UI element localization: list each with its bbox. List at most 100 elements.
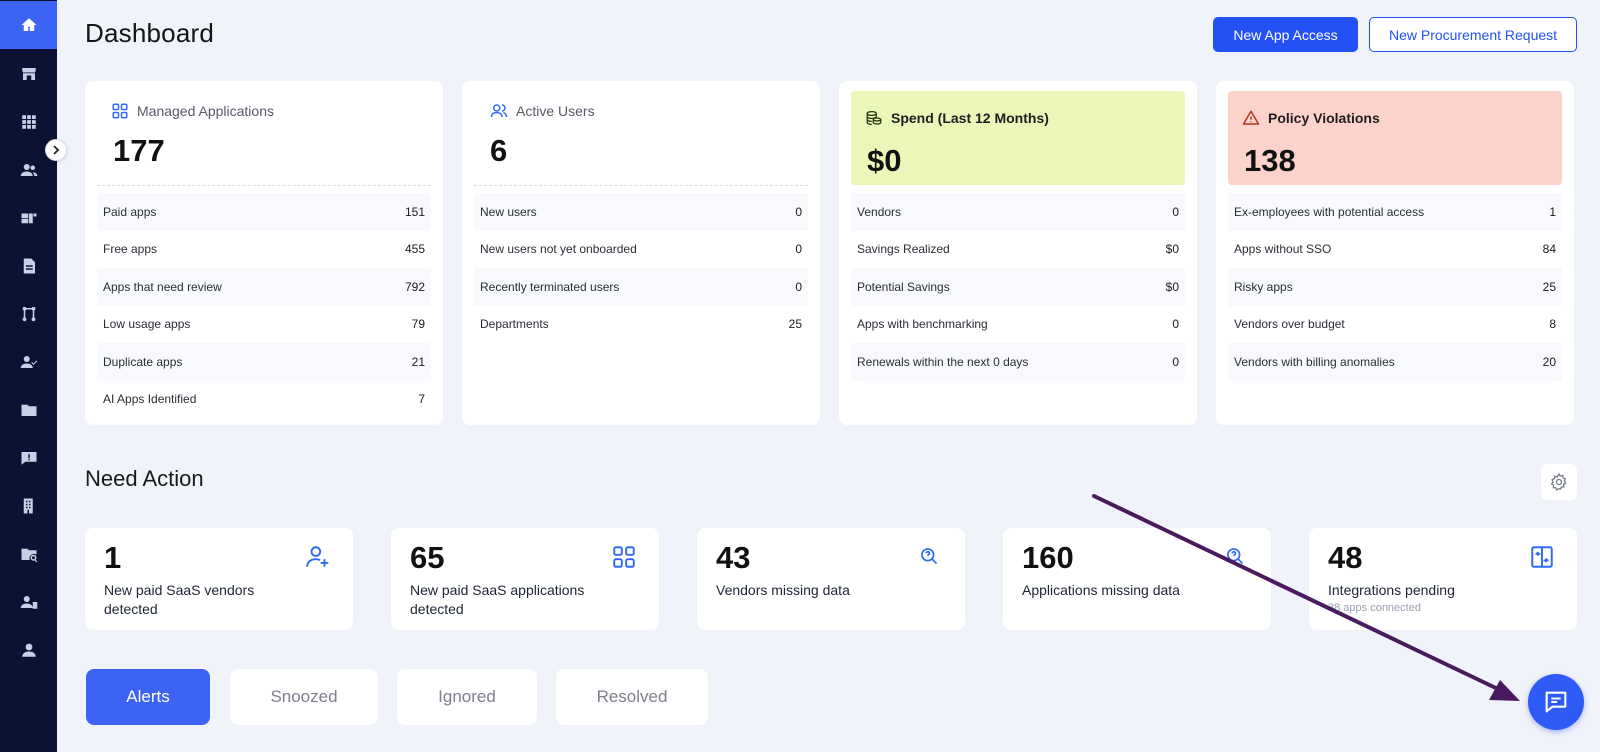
stat-row[interactable]: Ex-employees with potential access 1: [1228, 193, 1562, 231]
stat-row[interactable]: Recently terminated users 0: [474, 268, 808, 306]
stat-row[interactable]: Vendors over budget 8: [1228, 306, 1562, 344]
chat-button[interactable]: [1528, 674, 1584, 730]
row-label: Vendors over budget: [1234, 317, 1345, 332]
new-procurement-request-button[interactable]: New Procurement Request: [1369, 17, 1577, 52]
stat-row[interactable]: Savings Realized $0: [851, 231, 1185, 269]
row-value: 455: [404, 242, 425, 257]
row-value: $0: [1165, 279, 1179, 294]
managed-applications-card[interactable]: Managed Applications 177 Paid apps 151 Fr…: [85, 81, 443, 425]
active-users-card[interactable]: Active Users 6 New users 0 New users not …: [462, 81, 820, 425]
nav-folder-search[interactable]: [0, 530, 57, 578]
need-action-settings-button[interactable]: [1541, 464, 1577, 500]
nav-documents[interactable]: [0, 242, 57, 290]
action-card-new-applications[interactable]: 65 New paid SaaS applications detected: [391, 528, 659, 630]
nav-user-card[interactable]: [0, 578, 57, 626]
nav-home[interactable]: [0, 1, 57, 49]
widgets-icon: [21, 213, 36, 224]
tab-resolved[interactable]: Resolved: [556, 669, 708, 725]
stat-row[interactable]: Free apps 455: [97, 231, 431, 269]
row-label: Risky apps: [1234, 279, 1293, 294]
nav-feedback[interactable]: [0, 434, 57, 482]
nav-folders[interactable]: [0, 386, 57, 434]
row-label: AI Apps Identified: [103, 392, 197, 407]
card-title: Active Users: [490, 102, 595, 120]
nav-apps[interactable]: [0, 98, 57, 146]
row-value: 0: [795, 279, 802, 294]
action-label: New paid SaaS applications detected: [410, 582, 585, 617]
action-value: 1: [104, 540, 122, 575]
card-value: 177: [113, 133, 165, 168]
row-value: 20: [1542, 354, 1556, 369]
tab-alerts[interactable]: Alerts: [86, 669, 210, 725]
building-icon: [23, 498, 33, 514]
document-icon: [23, 258, 35, 274]
user-check-icon: [20, 356, 37, 368]
action-card-integrations-pending[interactable]: 48 Integrations pending 38 apps connecte…: [1309, 528, 1577, 630]
policy-violations-card[interactable]: Policy Violations 138 Ex-employees with …: [1216, 81, 1574, 425]
stat-row[interactable]: Departments 25: [474, 306, 808, 344]
spend-card[interactable]: Spend (Last 12 Months) $0 Vendors 0 Savin…: [839, 81, 1197, 425]
card-title: Spend (Last 12 Months): [865, 109, 1049, 127]
nav-store[interactable]: [0, 50, 57, 98]
stat-row[interactable]: AI Apps Identified 7: [97, 381, 431, 419]
chat-icon: [1545, 691, 1567, 713]
store-icon: [21, 68, 36, 80]
stat-row[interactable]: Potential Savings $0: [851, 268, 1185, 306]
tab-snoozed[interactable]: Snoozed: [230, 669, 378, 725]
action-value: 160: [1022, 540, 1074, 575]
stat-row[interactable]: Renewals within the next 0 days 0: [851, 343, 1185, 381]
card-title: Policy Violations: [1242, 109, 1380, 127]
row-label: Low usage apps: [103, 317, 191, 332]
stat-row[interactable]: Apps with benchmarking 0: [851, 306, 1185, 344]
card-highlight: Spend (Last 12 Months) $0: [851, 91, 1185, 185]
nav-account[interactable]: [0, 626, 57, 674]
chevron-right-icon: [53, 145, 60, 155]
tab-ignored[interactable]: Ignored: [397, 669, 537, 725]
row-value: 8: [1549, 317, 1556, 332]
stat-row[interactable]: Paid apps 151: [97, 193, 431, 231]
action-label: Integrations pending: [1328, 582, 1455, 598]
row-label: Duplicate apps: [103, 354, 183, 369]
coins-icon: [866, 110, 882, 126]
row-value: 25: [1542, 279, 1556, 294]
stat-row[interactable]: Duplicate apps 21: [97, 343, 431, 381]
integration-icon: [1531, 546, 1553, 568]
need-action-title: Need Action: [85, 466, 204, 491]
action-card-vendors-missing-data[interactable]: 43 Vendors missing data: [697, 528, 965, 630]
row-value: 0: [795, 242, 802, 257]
card-title-label: Active Users: [516, 103, 595, 119]
stat-rows: Ex-employees with potential access 1 Apps…: [1228, 193, 1562, 381]
row-value: 0: [1172, 317, 1179, 332]
stat-row[interactable]: New users not yet onboarded 0: [474, 231, 808, 269]
action-card-applications-missing-data[interactable]: 160 Applications missing data: [1003, 528, 1271, 630]
card-value: 6: [490, 133, 508, 168]
stat-row[interactable]: Risky apps 25: [1228, 268, 1562, 306]
row-label: Ex-employees with potential access: [1234, 204, 1425, 219]
row-value: 7: [418, 392, 425, 407]
row-label: Apps that need review: [103, 279, 222, 294]
divider: [97, 185, 431, 186]
nav-widgets[interactable]: [0, 194, 57, 242]
sidebar-expand-button[interactable]: [45, 139, 67, 161]
sidebar: [0, 0, 57, 752]
stat-row[interactable]: Vendors 0: [851, 193, 1185, 231]
nav-users[interactable]: [0, 146, 57, 194]
action-label: New paid SaaS vendors detected: [104, 582, 255, 617]
action-value: 48: [1328, 540, 1363, 575]
stat-row[interactable]: Vendors with billing anomalies 20: [1228, 343, 1562, 381]
search-question-icon: [1227, 548, 1244, 565]
stat-row[interactable]: New users 0: [474, 193, 808, 231]
stat-row[interactable]: Apps that need review 792: [97, 268, 431, 306]
stat-row[interactable]: Apps without SSO 84: [1228, 231, 1562, 269]
stat-row[interactable]: Low usage apps 79: [97, 306, 431, 344]
apps-grid-icon: [613, 546, 635, 568]
nav-buildings[interactable]: [0, 482, 57, 530]
row-label: Paid apps: [103, 204, 157, 219]
nav-user-check[interactable]: [0, 338, 57, 386]
row-label: Vendors with billing anomalies: [1234, 354, 1395, 369]
nav-workflows[interactable]: [0, 290, 57, 338]
home-icon: [21, 18, 36, 31]
new-app-access-button[interactable]: New App Access: [1213, 17, 1358, 52]
card-title-label: Spend (Last 12 Months): [891, 110, 1049, 126]
action-card-new-vendors[interactable]: 1 New paid SaaS vendors detected: [85, 528, 353, 630]
